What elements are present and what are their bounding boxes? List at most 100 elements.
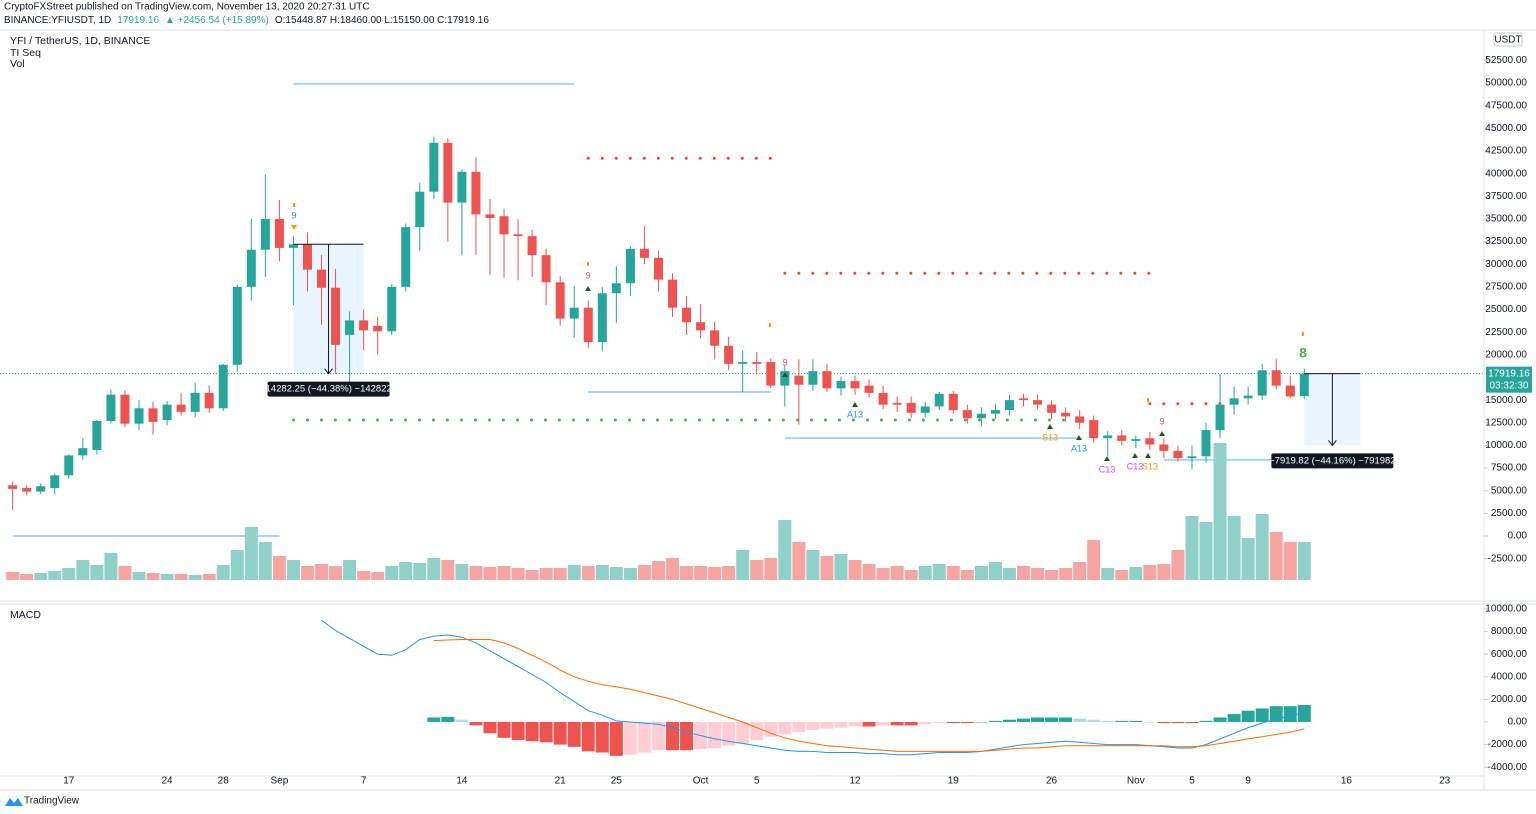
candle-body bbox=[569, 307, 579, 319]
volume-bar bbox=[20, 574, 34, 580]
candle-body bbox=[920, 406, 930, 413]
brand[interactable]: TradingView bbox=[5, 796, 80, 807]
macd-histogram-bar bbox=[1129, 720, 1143, 722]
y-tick-label: 25000.00 bbox=[1485, 304, 1527, 315]
volume-bar bbox=[76, 560, 90, 580]
td-sequential: 9 9 9 9 8 A13 S13 A13 C13 C13 S13 bbox=[291, 203, 1307, 474]
macd-histogram-bar bbox=[1157, 721, 1171, 724]
candle-body bbox=[583, 307, 593, 343]
macd-line bbox=[321, 619, 1305, 756]
volume-bar bbox=[1115, 570, 1129, 580]
volume-bar bbox=[890, 566, 904, 580]
candle-body bbox=[1075, 416, 1085, 423]
volume-bar bbox=[834, 554, 848, 580]
macd-histogram-bar bbox=[1045, 717, 1059, 722]
x-tick-label: Oct bbox=[693, 776, 709, 787]
macd-histogram-bar bbox=[834, 721, 848, 728]
candle-body bbox=[176, 404, 186, 412]
candle-body bbox=[1257, 370, 1267, 396]
volume-bar bbox=[202, 574, 216, 580]
y-tick-label: 37500.00 bbox=[1485, 191, 1527, 202]
candle-body bbox=[162, 404, 172, 421]
candle-body bbox=[204, 392, 214, 409]
volume-bar bbox=[525, 570, 539, 580]
y-tick-label: 15000.00 bbox=[1485, 395, 1527, 406]
volume-bar bbox=[427, 558, 441, 580]
y-tick-label: 30000.00 bbox=[1485, 259, 1527, 270]
legend-title: YFI / TetherUS, 1D, BINANCE bbox=[10, 35, 150, 47]
volume-bar bbox=[553, 568, 567, 580]
volume-bar bbox=[806, 550, 820, 580]
x-tick-label: 19 bbox=[948, 776, 960, 787]
volume-bar bbox=[343, 560, 357, 580]
macd-histogram-bar bbox=[623, 721, 637, 755]
volume-bar bbox=[708, 567, 722, 580]
signal-line bbox=[433, 639, 1305, 752]
currency-badge[interactable] bbox=[1493, 32, 1523, 47]
candle-body bbox=[1187, 456, 1197, 459]
candle-body bbox=[639, 248, 649, 258]
candle-body bbox=[1089, 420, 1099, 439]
x-tick-label: 5 bbox=[1189, 776, 1195, 787]
volume-bar bbox=[1241, 538, 1255, 580]
volume-bar bbox=[862, 564, 876, 580]
volume-bar bbox=[680, 566, 694, 580]
candle-body bbox=[1215, 404, 1225, 431]
macd-histogram-bar bbox=[862, 721, 876, 727]
macd-histogram-bar bbox=[680, 721, 694, 751]
volume-bar bbox=[904, 570, 918, 580]
candle-body bbox=[976, 413, 986, 419]
volume-bar bbox=[609, 567, 623, 580]
macd-histogram-bar bbox=[1101, 720, 1115, 722]
candle-body bbox=[597, 293, 607, 343]
volume-bar bbox=[637, 565, 651, 580]
y-tick-label: 0.00 bbox=[1508, 531, 1528, 542]
volume-bar bbox=[918, 566, 932, 580]
candle-body bbox=[611, 283, 621, 294]
x-tick-label: 17 bbox=[63, 776, 75, 787]
candle-body bbox=[401, 227, 411, 287]
candle-body bbox=[485, 214, 495, 219]
y-tick-label: 0.00 bbox=[1508, 717, 1528, 728]
candle-body bbox=[780, 371, 790, 386]
candle-body bbox=[50, 475, 60, 489]
volume-bar bbox=[1227, 516, 1241, 580]
measure-label: −14282.25 (−44.38%) −1428225 bbox=[260, 384, 397, 395]
td-label: A13 bbox=[847, 409, 863, 419]
volume-bar bbox=[371, 572, 385, 580]
volume-bar bbox=[876, 568, 890, 580]
candle-body bbox=[1117, 435, 1127, 441]
volume-bar bbox=[497, 566, 511, 580]
macd-histogram-bar bbox=[637, 721, 651, 753]
y-tick-label: 42500.00 bbox=[1485, 146, 1527, 157]
volume-bar bbox=[848, 560, 862, 580]
candle-body bbox=[345, 320, 355, 335]
macd-histogram-bar bbox=[750, 721, 764, 741]
candle-body bbox=[232, 286, 242, 365]
macd-histogram-bar bbox=[722, 721, 736, 746]
volume-bar bbox=[1157, 564, 1171, 580]
macd-histogram-bar bbox=[708, 721, 722, 748]
candle-body bbox=[443, 142, 453, 203]
candle-body bbox=[625, 248, 635, 284]
candle-body bbox=[331, 287, 341, 345]
candle-body bbox=[106, 394, 116, 421]
macd-histogram-bar bbox=[1283, 706, 1297, 722]
y-tick-label: 10000.00 bbox=[1485, 604, 1527, 615]
volume-bar bbox=[315, 564, 329, 580]
volume-bar bbox=[132, 572, 146, 580]
candle-body bbox=[653, 257, 663, 280]
volume-bar bbox=[623, 568, 637, 580]
volume-bar bbox=[357, 571, 371, 580]
candle-body bbox=[962, 410, 972, 419]
candle-body bbox=[359, 320, 369, 331]
macd-histogram-bar bbox=[469, 721, 483, 726]
candle-body bbox=[738, 362, 748, 364]
candle-body bbox=[513, 234, 523, 237]
y-tick-label: 40000.00 bbox=[1485, 168, 1527, 179]
candle-body bbox=[822, 371, 832, 389]
macd-histogram-bar bbox=[806, 721, 820, 730]
candle-body bbox=[850, 381, 860, 389]
